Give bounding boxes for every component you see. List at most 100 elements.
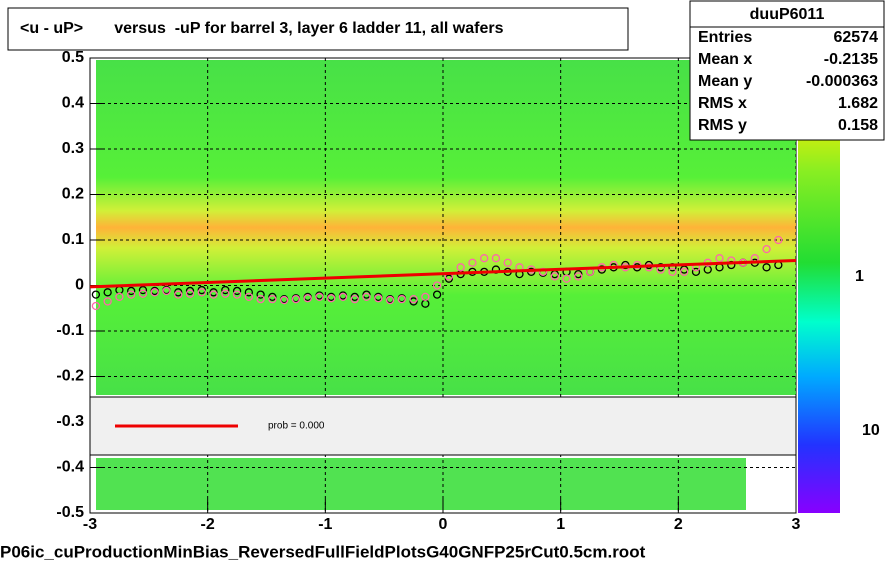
profile-point	[138, 289, 148, 298]
profile-point	[103, 297, 112, 306]
y-tick-label: 0.3	[62, 140, 84, 157]
profile-point	[338, 292, 348, 302]
profile-point	[409, 297, 418, 306]
profile-point	[91, 301, 101, 311]
profile-point	[432, 290, 442, 299]
profile-point	[138, 285, 148, 295]
stats-label: RMS y	[698, 117, 747, 134]
profile-point	[244, 292, 254, 302]
profile-point	[185, 286, 195, 296]
colorbar-label: 1	[855, 268, 864, 285]
profile-point	[221, 289, 230, 298]
profile-point	[268, 292, 277, 302]
profile-point	[197, 285, 206, 295]
profile-point	[232, 290, 242, 299]
stats-label: Mean x	[698, 51, 752, 68]
legend-text: prob = 0.000	[268, 421, 325, 432]
profile-point	[385, 295, 395, 305]
profile-point	[244, 288, 254, 297]
profile-point	[197, 288, 206, 297]
profile-point	[456, 263, 465, 272]
x-tick-label: 1	[556, 516, 565, 533]
profile-point	[150, 288, 159, 297]
profile-point	[315, 292, 324, 302]
x-tick-label: 0	[439, 516, 448, 533]
colorbar-label: 10	[862, 422, 880, 439]
profile-point	[279, 295, 289, 305]
y-tick-label: -0.1	[56, 322, 84, 339]
profile-point	[174, 288, 183, 297]
profile-point	[350, 294, 359, 304]
y-tick-label: -0.4	[56, 459, 84, 476]
footer: P06ic_cuProductionMinBias_ReversedFullFi…	[0, 542, 646, 561]
title-box	[7, 7, 629, 51]
profile-point	[574, 269, 583, 279]
profile-point	[115, 292, 124, 302]
profile-point	[362, 292, 371, 302]
profile-point	[421, 292, 430, 302]
stats-value: 0.158	[838, 117, 878, 134]
x-tick-label: 3	[792, 516, 801, 533]
profile-point	[327, 294, 336, 303]
stats-value: 1.682	[838, 95, 878, 112]
x-tick-label: -2	[201, 516, 215, 533]
profile-point	[550, 272, 559, 281]
profile-point	[491, 254, 501, 263]
x-tick-label: -1	[318, 516, 332, 533]
profile-point	[162, 286, 171, 296]
profile-point	[656, 263, 665, 272]
profile-point	[374, 294, 383, 303]
hist-band	[96, 60, 796, 395]
y-tick-label: -0.5	[56, 504, 84, 521]
chart-title: <u - uP> versus -uP for barrel 3, layer …	[20, 20, 504, 37]
y-tick-label: 0.5	[62, 49, 84, 66]
y-tick-label: 0.4	[62, 95, 84, 112]
profile-point	[127, 286, 136, 296]
profile-point	[91, 290, 101, 299]
profile-point	[185, 289, 195, 298]
y-tick-label: 0.2	[62, 186, 84, 203]
x-tick-label: 2	[674, 516, 683, 533]
profile-point	[350, 292, 359, 302]
profile-point	[503, 258, 512, 267]
stats-box	[689, 0, 885, 141]
stats-title: duuP6011	[750, 6, 825, 23]
profile-point	[268, 294, 277, 304]
profile-point	[680, 267, 689, 277]
profile-point	[762, 244, 771, 254]
stats-label: Entries	[698, 29, 752, 46]
profile-point	[538, 267, 548, 277]
profile-point	[291, 294, 301, 304]
profile-point	[715, 254, 724, 263]
profile-point	[174, 290, 183, 299]
hist-band	[96, 458, 746, 510]
profile-point	[397, 294, 406, 304]
profile-point	[221, 285, 230, 295]
y-tick-label: -0.2	[56, 368, 84, 385]
profile-point	[762, 263, 771, 272]
profile-point	[562, 274, 571, 283]
profile-point	[256, 290, 265, 299]
x-tick-label: -3	[83, 516, 97, 533]
stats-value: -0.2135	[824, 51, 878, 68]
profile-point	[468, 258, 477, 267]
profile-point	[480, 254, 489, 263]
profile-point	[774, 235, 783, 245]
profile-point	[362, 290, 371, 299]
y-tick-label: 0.1	[62, 231, 84, 248]
profile-point	[597, 265, 606, 274]
profile-point	[621, 260, 630, 270]
profile-point	[668, 267, 677, 277]
y-tick-label: -0.3	[56, 413, 84, 430]
profile-point	[691, 267, 701, 277]
y-tick-label: 0	[75, 277, 84, 294]
profile-point	[256, 294, 265, 304]
stats-label: Mean y	[698, 73, 752, 90]
profile-point	[432, 281, 442, 290]
profile-point	[232, 286, 242, 296]
stats-value: -0.000363	[806, 73, 878, 90]
stats-value: 62574	[834, 29, 879, 46]
profile-point	[444, 274, 454, 283]
stats-label: RMS x	[698, 95, 747, 112]
